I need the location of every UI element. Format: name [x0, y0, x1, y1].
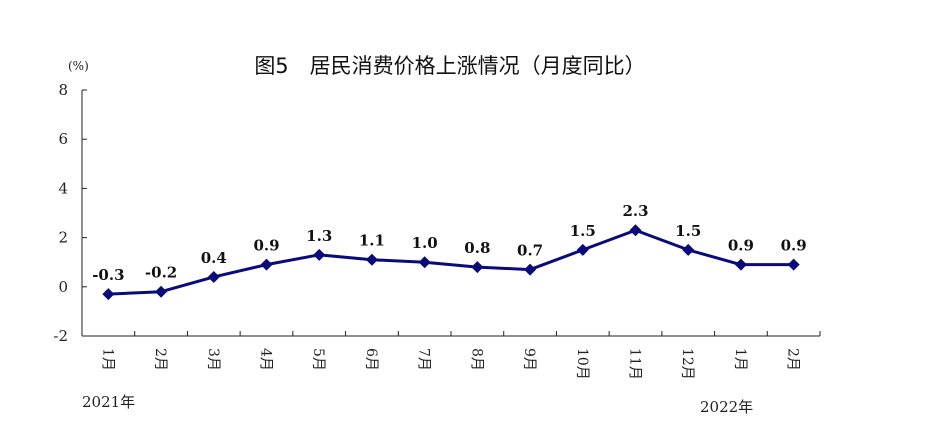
y-tick-label: 2 [58, 229, 68, 247]
x-tick-label: 5月 [310, 348, 326, 371]
x-tick-label: 10月 [574, 348, 590, 380]
data-point-marker [365, 253, 378, 266]
y-tick-label: 6 [58, 130, 68, 148]
data-point-marker [734, 258, 747, 271]
data-label: -0.3 [92, 266, 124, 284]
y-tick-label: -2 [53, 327, 68, 345]
data-label: 1.3 [306, 227, 332, 245]
data-point-marker [682, 243, 695, 256]
data-label: 1.5 [675, 222, 701, 240]
x-tick-label: 7月 [416, 348, 432, 371]
data-point-marker [418, 256, 431, 269]
series-line [108, 228, 794, 296]
year-label-2021: 2021年 [82, 393, 135, 411]
data-point-marker [207, 270, 220, 283]
x-tick-label: 6月 [363, 348, 379, 371]
x-tick-label: 2月 [785, 348, 801, 371]
data-label: 0.7 [517, 242, 543, 260]
data-label: 0.9 [253, 237, 279, 255]
x-tick-label: 2月 [152, 348, 168, 371]
y-tick-label: 4 [58, 179, 68, 197]
data-point-marker [471, 261, 484, 274]
data-label: -0.2 [145, 264, 177, 282]
data-point-marker [524, 263, 537, 276]
data-point-marker [313, 248, 326, 261]
data-label: 1.1 [359, 232, 385, 250]
data-point-marker [155, 285, 168, 298]
x-tick-label: 11月 [627, 348, 643, 380]
data-point-marker [102, 288, 115, 301]
data-point-marker [787, 258, 800, 271]
data-label: 1.0 [412, 234, 438, 252]
x-tick-label: 3月 [205, 348, 221, 371]
data-point-marker [576, 243, 589, 256]
x-tick-label: 12月 [679, 348, 695, 380]
y-tick-label: 0 [58, 278, 68, 296]
x-tick-label: 4月 [258, 348, 274, 371]
data-point-marker [629, 224, 642, 237]
data-label: 0.4 [201, 249, 227, 267]
x-tick-label: 1月 [732, 348, 748, 371]
data-point-marker [260, 258, 273, 271]
x-tick-label: 9月 [521, 348, 537, 371]
y-axis-unit: (%) [68, 59, 89, 73]
year-label-2022: 2022年 [700, 398, 753, 416]
y-tick-label: 8 [58, 81, 68, 99]
x-tick-label: 1月 [99, 348, 115, 371]
data-label: 2.3 [622, 202, 648, 220]
x-tick-label: 8月 [468, 348, 484, 371]
data-label: 0.8 [464, 239, 490, 257]
data-label: 0.9 [728, 237, 754, 255]
chart-title: 图5 居民消费价格上涨情况（月度同比） [254, 54, 645, 78]
data-label: 0.9 [781, 237, 807, 255]
data-label: 1.5 [570, 222, 596, 240]
